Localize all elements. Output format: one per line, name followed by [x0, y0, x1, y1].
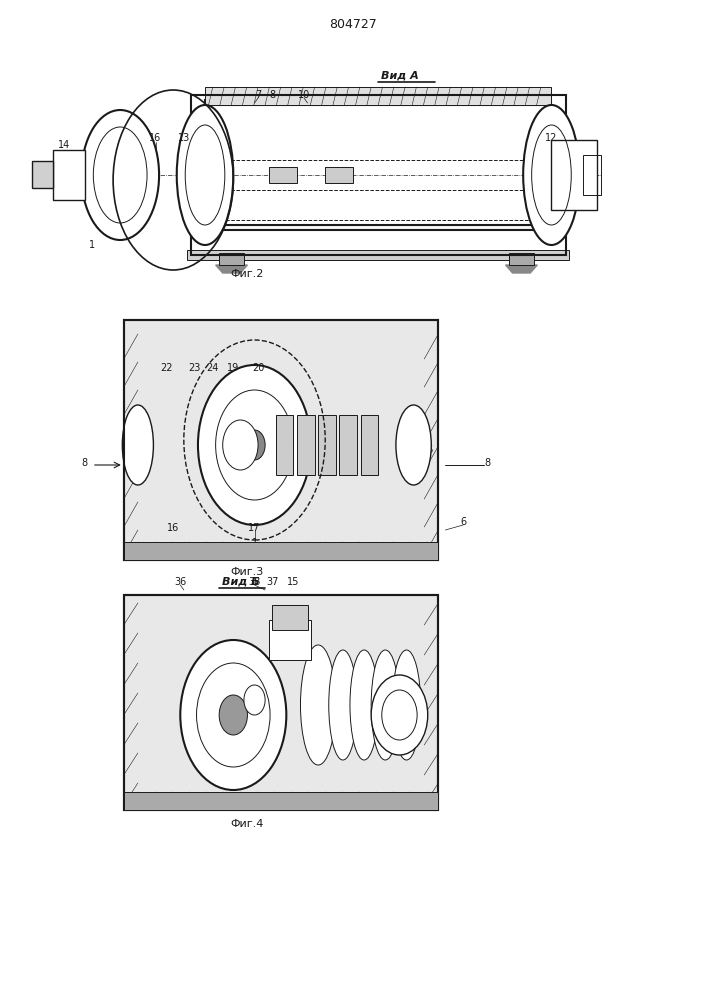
Text: 6: 6: [460, 517, 466, 527]
Text: 8: 8: [485, 458, 491, 468]
Text: 804727: 804727: [329, 18, 378, 31]
Text: Вид Б: Вид Б: [221, 577, 259, 587]
Bar: [551, 140, 597, 210]
Bar: [124, 320, 438, 560]
Text: Вид А: Вид А: [380, 71, 419, 81]
Bar: [509, 253, 534, 265]
Circle shape: [244, 685, 265, 715]
Ellipse shape: [350, 650, 378, 760]
Ellipse shape: [371, 650, 399, 760]
Bar: [583, 155, 601, 195]
Ellipse shape: [329, 650, 357, 760]
Bar: [361, 415, 378, 475]
Text: 20: 20: [252, 363, 264, 373]
Polygon shape: [506, 265, 537, 273]
Polygon shape: [216, 265, 247, 273]
Ellipse shape: [523, 105, 580, 245]
Bar: [53, 150, 85, 200]
Circle shape: [198, 365, 311, 525]
Bar: [191, 95, 566, 255]
Text: 8: 8: [82, 458, 88, 468]
Bar: [339, 415, 357, 475]
Bar: [325, 167, 354, 183]
Ellipse shape: [300, 645, 336, 765]
Circle shape: [371, 675, 428, 755]
Bar: [297, 415, 315, 475]
Bar: [272, 605, 308, 630]
Text: 22: 22: [160, 363, 173, 373]
Bar: [205, 87, 551, 105]
Ellipse shape: [392, 650, 421, 760]
Text: 16: 16: [167, 523, 180, 533]
Text: 14: 14: [57, 140, 70, 150]
Circle shape: [244, 430, 265, 460]
Bar: [219, 253, 244, 265]
Text: 25: 25: [421, 445, 434, 455]
Text: 12: 12: [545, 133, 558, 143]
Text: 1: 1: [89, 240, 95, 250]
Bar: [276, 415, 293, 475]
Bar: [124, 542, 438, 560]
Text: Фиг.2: Фиг.2: [230, 269, 264, 279]
Ellipse shape: [396, 405, 431, 485]
Text: 10: 10: [298, 90, 310, 100]
Text: 38: 38: [248, 577, 261, 587]
Text: 36: 36: [174, 577, 187, 587]
Text: 1: 1: [252, 538, 257, 548]
Circle shape: [180, 640, 286, 790]
Text: 15: 15: [287, 577, 300, 587]
Text: 17: 17: [248, 523, 261, 533]
Bar: [124, 595, 438, 810]
Bar: [187, 250, 569, 260]
Text: 37: 37: [266, 577, 279, 587]
Text: 8: 8: [269, 90, 275, 100]
Bar: [124, 320, 438, 560]
Ellipse shape: [81, 110, 159, 240]
Text: 23: 23: [188, 363, 201, 373]
Bar: [124, 792, 438, 810]
Ellipse shape: [177, 105, 233, 245]
Text: 16: 16: [149, 133, 162, 143]
Text: 24: 24: [206, 363, 218, 373]
Bar: [269, 620, 311, 660]
Bar: [32, 161, 53, 188]
Text: Фиг.3: Фиг.3: [230, 567, 264, 577]
Ellipse shape: [122, 405, 153, 485]
Text: 13: 13: [177, 133, 190, 143]
Bar: [205, 100, 551, 230]
Text: Фиг.4: Фиг.4: [230, 819, 264, 829]
Bar: [124, 595, 438, 810]
Bar: [318, 415, 336, 475]
Bar: [269, 167, 297, 183]
Text: 19: 19: [227, 363, 240, 373]
Text: 7: 7: [255, 90, 261, 100]
Circle shape: [219, 695, 247, 735]
Bar: [205, 105, 551, 225]
Circle shape: [223, 420, 258, 470]
